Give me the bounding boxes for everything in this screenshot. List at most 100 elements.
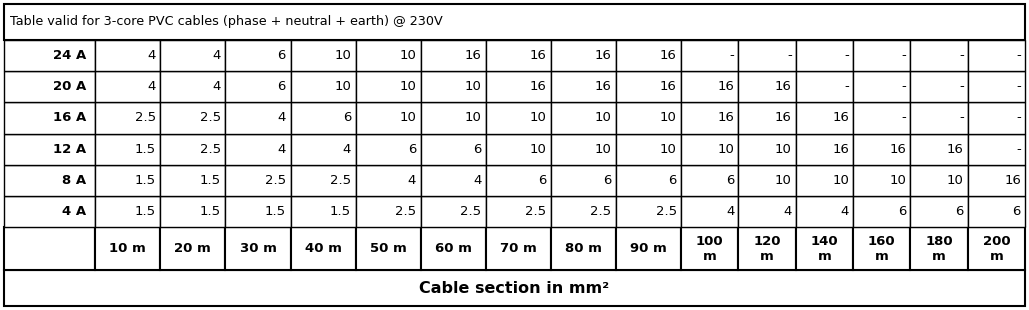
Bar	[486, 71, 551, 102]
Text: 16: 16	[464, 49, 482, 62]
Bar	[4, 228, 95, 270]
Text: 6: 6	[726, 174, 735, 187]
Text: 80 m: 80 m	[565, 242, 602, 255]
Text: 16: 16	[1004, 174, 1021, 187]
Bar	[421, 40, 486, 71]
Bar	[616, 228, 681, 270]
Text: -: -	[901, 49, 907, 62]
Bar	[795, 165, 853, 196]
Text: 10 m: 10 m	[109, 242, 146, 255]
Text: 120
m: 120 m	[753, 235, 781, 263]
Text: 10: 10	[399, 111, 416, 124]
Bar	[739, 134, 795, 165]
Bar	[356, 102, 421, 134]
Bar	[739, 228, 795, 270]
Text: 4: 4	[473, 174, 482, 187]
Bar	[681, 40, 739, 71]
Bar	[551, 165, 616, 196]
Bar	[4, 165, 95, 196]
Bar	[421, 196, 486, 228]
Text: 70 m: 70 m	[500, 242, 537, 255]
Text: 4: 4	[278, 111, 286, 124]
Bar	[95, 165, 161, 196]
Text: 10: 10	[530, 143, 546, 156]
Text: 10: 10	[334, 49, 351, 62]
Bar	[421, 102, 486, 134]
Text: 2.5: 2.5	[460, 205, 482, 218]
Bar	[681, 165, 739, 196]
Text: 10: 10	[717, 143, 735, 156]
Bar	[853, 71, 911, 102]
Bar	[551, 134, 616, 165]
Bar	[421, 71, 486, 102]
Bar	[486, 40, 551, 71]
Text: 2.5: 2.5	[525, 205, 546, 218]
Text: 16: 16	[595, 80, 611, 93]
Text: 160
m: 160 m	[867, 235, 895, 263]
Text: 16: 16	[775, 111, 791, 124]
Bar	[911, 40, 967, 71]
Text: 10: 10	[530, 111, 546, 124]
Text: 200
m: 200 m	[983, 235, 1010, 263]
Text: 4: 4	[783, 205, 791, 218]
Bar	[853, 196, 911, 228]
Bar	[911, 165, 967, 196]
Bar	[95, 40, 161, 71]
Bar	[290, 102, 356, 134]
Text: 2.5: 2.5	[200, 143, 221, 156]
Bar	[95, 196, 161, 228]
Text: 16: 16	[530, 80, 546, 93]
Bar	[853, 134, 911, 165]
Bar	[486, 228, 551, 270]
Bar	[4, 40, 95, 71]
Text: -: -	[901, 111, 907, 124]
Bar	[95, 134, 161, 165]
Bar	[551, 228, 616, 270]
Text: 4: 4	[343, 143, 351, 156]
Text: 1.5: 1.5	[135, 143, 155, 156]
Text: 10: 10	[660, 111, 677, 124]
Text: 10: 10	[595, 111, 611, 124]
Bar	[290, 134, 356, 165]
Bar	[161, 40, 225, 71]
Bar	[290, 165, 356, 196]
Text: 10: 10	[464, 111, 482, 124]
Text: 24 A: 24 A	[52, 49, 86, 62]
Bar	[225, 228, 290, 270]
Text: 2.5: 2.5	[655, 205, 677, 218]
Bar	[739, 196, 795, 228]
Text: 20 A: 20 A	[52, 80, 86, 93]
Bar	[911, 228, 967, 270]
Bar	[161, 71, 225, 102]
Text: 12 A: 12 A	[52, 143, 86, 156]
Bar	[225, 134, 290, 165]
Bar	[4, 134, 95, 165]
Text: 60 m: 60 m	[435, 242, 471, 255]
Text: 10: 10	[889, 174, 907, 187]
Text: 6: 6	[898, 205, 907, 218]
Text: -: -	[730, 49, 735, 62]
Text: 10: 10	[775, 143, 791, 156]
Bar	[356, 40, 421, 71]
Text: 10: 10	[464, 80, 482, 93]
Bar	[486, 165, 551, 196]
Text: 2.5: 2.5	[395, 205, 416, 218]
Bar	[551, 102, 616, 134]
Bar	[967, 165, 1025, 196]
Text: 4: 4	[726, 205, 735, 218]
Bar	[681, 196, 739, 228]
Bar	[795, 228, 853, 270]
Text: -: -	[959, 80, 964, 93]
Text: 6: 6	[1013, 205, 1021, 218]
Text: 140
m: 140 m	[811, 235, 839, 263]
Bar	[795, 102, 853, 134]
Text: 10: 10	[334, 80, 351, 93]
Text: 4: 4	[147, 80, 155, 93]
Text: 16: 16	[660, 80, 677, 93]
Text: 50 m: 50 m	[369, 242, 406, 255]
Text: Table valid for 3-core PVC cables (phase + neutral + earth) @ 230V: Table valid for 3-core PVC cables (phase…	[10, 15, 442, 28]
Text: 16: 16	[832, 143, 849, 156]
Bar	[911, 134, 967, 165]
Text: 40 m: 40 m	[305, 242, 342, 255]
Text: 8 A: 8 A	[62, 174, 86, 187]
